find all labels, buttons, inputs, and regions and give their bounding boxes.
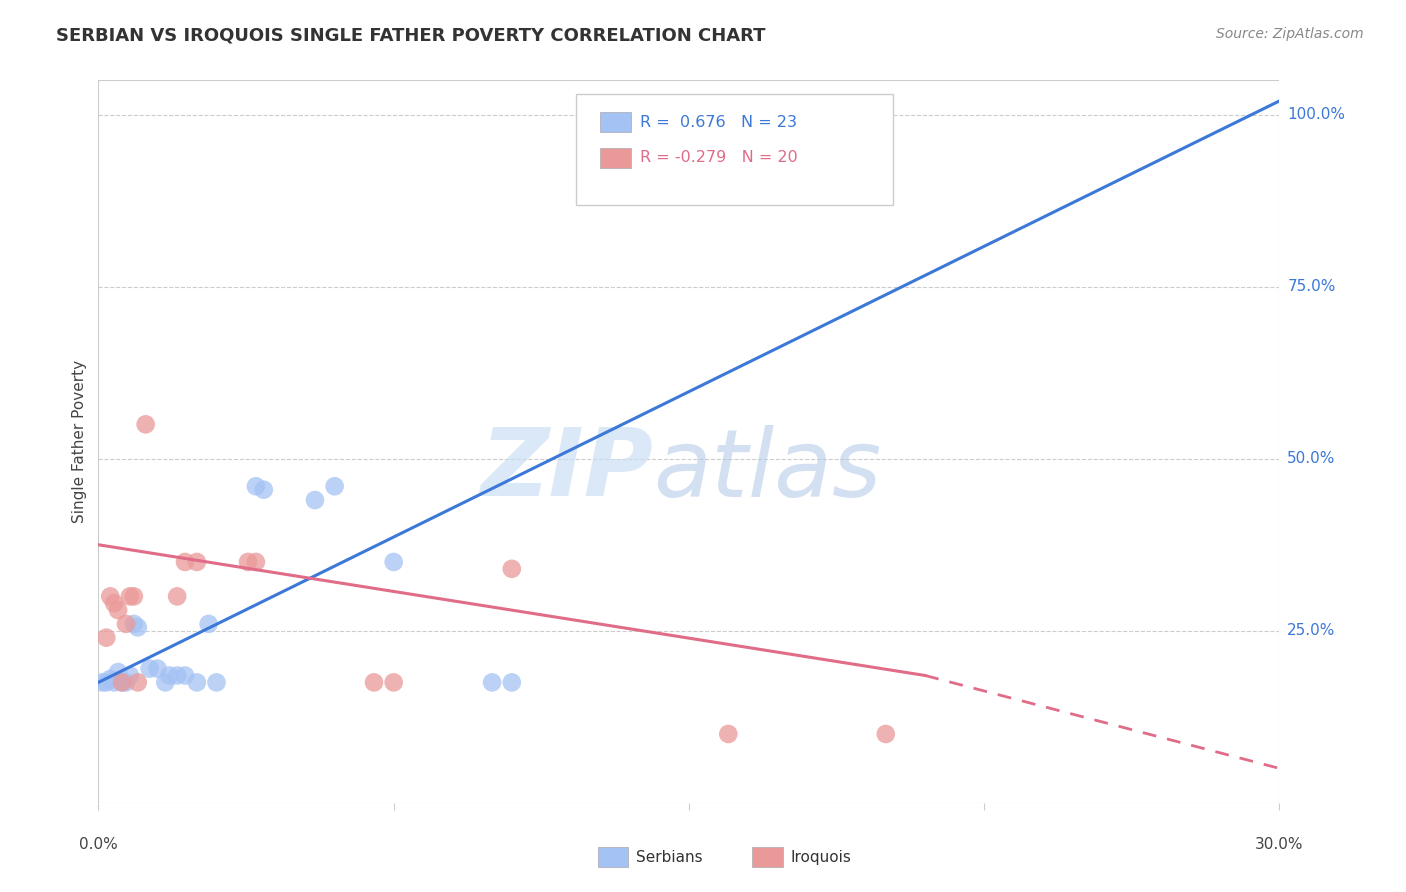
Point — [205, 675, 228, 690]
Text: 100.0%: 100.0% — [1288, 107, 1346, 122]
Point — [619, 135, 641, 149]
Point — [304, 493, 326, 508]
Point — [166, 668, 188, 682]
Text: R = -0.279   N = 20: R = -0.279 N = 20 — [640, 151, 797, 165]
Point — [107, 603, 129, 617]
Point — [245, 479, 267, 493]
Point — [138, 662, 160, 676]
Point — [157, 668, 180, 682]
Text: atlas: atlas — [654, 425, 882, 516]
Point — [253, 483, 276, 497]
Point — [174, 668, 197, 682]
Point — [166, 590, 188, 604]
Point — [111, 675, 134, 690]
Point — [146, 662, 169, 676]
Point — [174, 555, 197, 569]
Point — [103, 596, 125, 610]
Point — [197, 616, 219, 631]
Point — [118, 668, 141, 682]
Text: ZIP: ZIP — [481, 425, 654, 516]
Text: 25.0%: 25.0% — [1288, 624, 1336, 639]
Point — [98, 590, 121, 604]
Point — [107, 665, 129, 679]
Point — [111, 675, 134, 690]
Text: 50.0%: 50.0% — [1288, 451, 1336, 467]
Point — [115, 675, 138, 690]
Text: Source: ZipAtlas.com: Source: ZipAtlas.com — [1216, 27, 1364, 41]
Text: 0.0%: 0.0% — [79, 838, 118, 852]
Point — [118, 590, 141, 604]
Point — [122, 590, 145, 604]
Point — [501, 675, 523, 690]
Point — [135, 417, 157, 432]
Point — [717, 727, 740, 741]
Point — [98, 672, 121, 686]
Point — [127, 675, 149, 690]
Point — [155, 675, 177, 690]
Point — [122, 616, 145, 631]
Point — [323, 479, 346, 493]
Point — [875, 727, 897, 741]
Point — [501, 562, 523, 576]
Text: Serbians: Serbians — [636, 850, 702, 864]
Point — [96, 675, 118, 690]
Text: Iroquois: Iroquois — [790, 850, 851, 864]
Point — [115, 616, 138, 631]
Text: 30.0%: 30.0% — [1256, 838, 1303, 852]
Text: 75.0%: 75.0% — [1288, 279, 1336, 294]
Point — [186, 555, 208, 569]
Point — [127, 620, 149, 634]
Y-axis label: Single Father Poverty: Single Father Poverty — [72, 360, 87, 523]
Point — [96, 631, 118, 645]
Point — [236, 555, 259, 569]
Point — [186, 675, 208, 690]
Text: SERBIAN VS IROQUOIS SINGLE FATHER POVERTY CORRELATION CHART: SERBIAN VS IROQUOIS SINGLE FATHER POVERT… — [56, 27, 766, 45]
Text: R =  0.676   N = 23: R = 0.676 N = 23 — [640, 115, 797, 129]
Point — [245, 555, 267, 569]
Point — [382, 675, 405, 690]
Point — [363, 675, 385, 690]
Point — [382, 555, 405, 569]
Point — [91, 675, 114, 690]
Point — [481, 675, 503, 690]
Point — [103, 675, 125, 690]
